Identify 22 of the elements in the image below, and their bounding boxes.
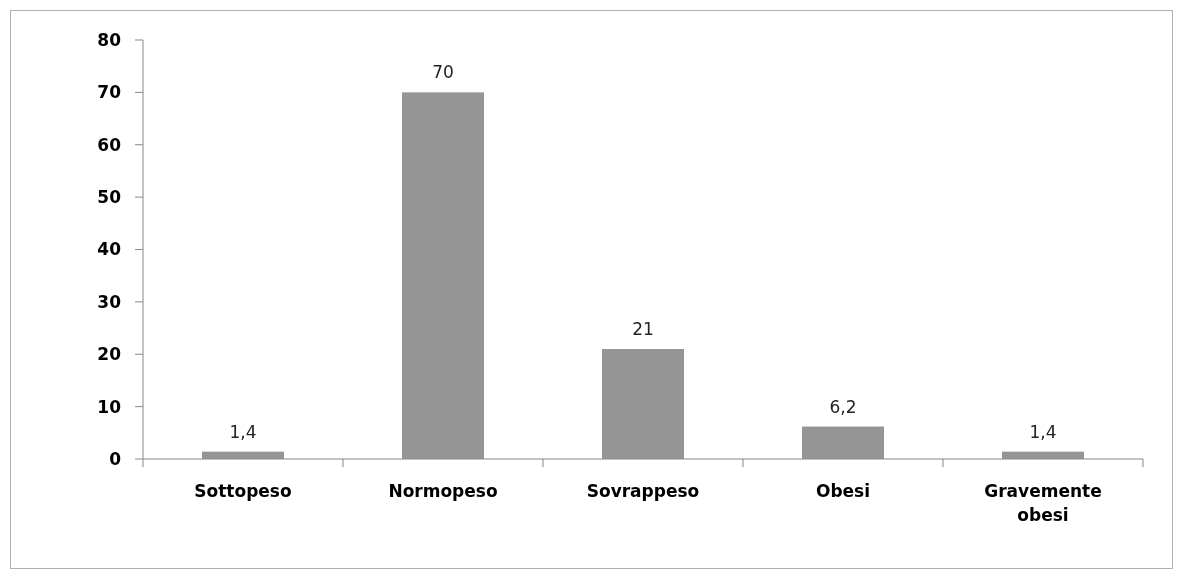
y-tick-label: 70	[97, 82, 122, 103]
data-label: 1,4	[229, 421, 257, 442]
y-tick-label: 80	[97, 29, 122, 50]
data-label: 1,4	[1029, 421, 1057, 442]
data-label: 6,2	[829, 396, 857, 417]
y-tick-label: 40	[97, 239, 122, 260]
y-tick-label: 0	[109, 448, 122, 469]
y-tick-label: 60	[97, 134, 122, 155]
y-tick-label: 20	[97, 344, 122, 365]
y-tick-label: 10	[97, 396, 122, 417]
bar	[802, 426, 884, 459]
bar	[602, 349, 684, 459]
x-tick-label: Normopeso	[388, 481, 498, 501]
data-label: 21	[632, 319, 654, 340]
x-tick-label: Gravemente obesi	[984, 481, 1102, 525]
y-tick-label: 50	[97, 187, 122, 208]
bar	[402, 92, 484, 459]
x-tick-label: Sottopeso	[194, 481, 292, 501]
x-tick-label: Sovrappeso	[586, 481, 700, 501]
x-tick-label: Obesi	[815, 481, 871, 501]
y-tick-label: 30	[97, 291, 122, 312]
data-label: 70	[432, 62, 454, 83]
